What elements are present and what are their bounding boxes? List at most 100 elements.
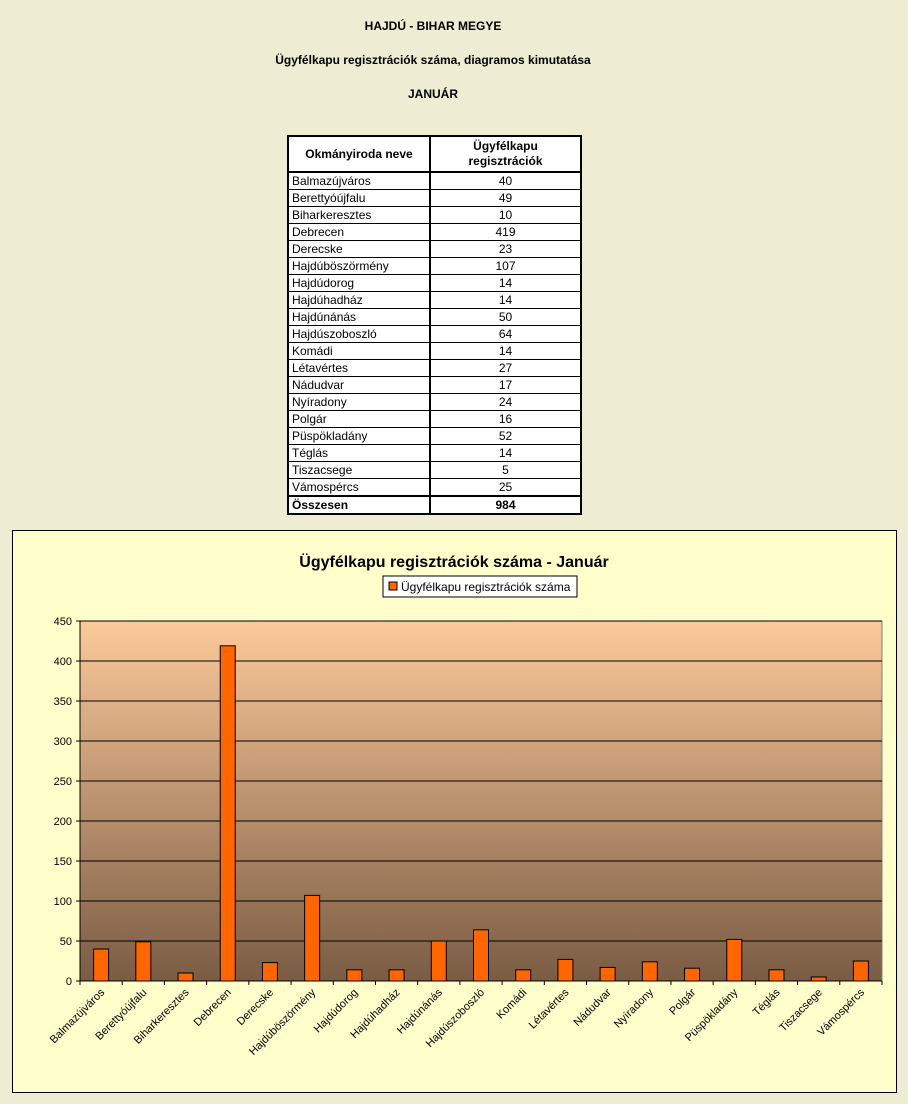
table-row: Püspökladány 52 xyxy=(287,427,582,445)
legend-box xyxy=(382,575,578,598)
office-name-cell: Hajdúhadház xyxy=(287,291,431,309)
registration-count-cell: 16 xyxy=(429,410,582,428)
column-header-line1: Ügyfélkapu xyxy=(473,139,538,153)
bar xyxy=(515,969,532,982)
total-value-cell: 984 xyxy=(429,495,582,515)
office-name-cell: Hajdúböszörmény xyxy=(287,257,431,275)
x-tick-label: Polgár xyxy=(667,986,698,1017)
y-tick-label: 450 xyxy=(54,616,72,628)
bar xyxy=(726,938,743,982)
table-header-row: Okmányiroda neve Ügyfélkapu regisztráció… xyxy=(287,135,582,173)
page-subtitle: Ügyfélkapu regisztrációk száma, diagramo… xyxy=(275,53,591,67)
office-name-cell: Nádudvar xyxy=(287,376,431,394)
registration-count-cell: 49 xyxy=(429,189,582,207)
chart-title: Ügyfélkapu regisztrációk száma - Január xyxy=(299,552,608,571)
table-total-row: Összesen 984 xyxy=(287,495,582,515)
office-name-cell: Hajdúszoboszló xyxy=(287,325,431,343)
table-row: Polgár 16 xyxy=(287,410,582,428)
office-name-cell: Tiszacsege xyxy=(287,461,431,479)
office-name-cell: Téglás xyxy=(287,444,431,462)
x-tick-label: Komádi xyxy=(494,987,529,1022)
month-label: JANUÁR xyxy=(407,87,458,101)
bar xyxy=(93,948,110,982)
x-tick-label: Nyíradony xyxy=(612,986,656,1030)
x-tick-label: Derecske xyxy=(235,987,276,1028)
y-tick-label: 200 xyxy=(54,816,72,828)
bar xyxy=(641,961,658,982)
office-name-cell: Polgár xyxy=(287,410,431,428)
bar xyxy=(346,969,363,982)
table-row: Komádi 14 xyxy=(287,342,582,360)
table-row: Berettyóújfalu 49 xyxy=(287,189,582,207)
bar xyxy=(388,969,405,982)
x-tick-label: Létavértes xyxy=(527,986,572,1031)
bar xyxy=(599,966,616,982)
x-tick-label: Téglás xyxy=(751,986,783,1018)
bar xyxy=(684,967,701,982)
y-tick-label: 400 xyxy=(54,656,72,668)
legend-label: Ügyfélkapu regisztrációk száma xyxy=(401,580,571,594)
bar xyxy=(135,941,152,982)
bar-chart: Ügyfélkapu regisztrációk száma - Január Ü… xyxy=(48,552,883,1058)
registration-count-cell: 10 xyxy=(429,206,582,224)
office-name-cell: Létavértes xyxy=(287,359,431,377)
registration-count-cell: 64 xyxy=(429,325,582,343)
registration-count-cell: 107 xyxy=(429,257,582,275)
bar xyxy=(261,962,278,982)
registration-count-cell: 14 xyxy=(429,342,582,360)
table-row: Hajdúszoboszló 64 xyxy=(287,325,582,343)
office-name-cell: Derecske xyxy=(287,240,431,258)
y-tick-label: 0 xyxy=(66,976,72,988)
table-row: Hajdúböszörmény 107 xyxy=(287,257,582,275)
office-name-cell: Püspökladány xyxy=(287,427,431,445)
registrations-table: Okmányiroda neve Ügyfélkapu regisztráció… xyxy=(287,135,582,515)
table-row: Hajdúdorog 14 xyxy=(287,274,582,292)
registration-count-cell: 40 xyxy=(429,171,582,190)
bar xyxy=(219,645,236,982)
y-tick-label: 100 xyxy=(54,896,72,908)
bar xyxy=(304,894,321,982)
table-row: Biharkeresztes 10 xyxy=(287,206,582,224)
bar xyxy=(810,976,827,982)
column-header-office: Okmányiroda neve xyxy=(287,135,431,173)
registration-count-cell: 14 xyxy=(429,291,582,309)
registration-count-cell: 24 xyxy=(429,393,582,411)
legend-swatch xyxy=(388,581,398,591)
office-name-cell: Berettyóújfalu xyxy=(287,189,431,207)
office-name-cell: Hajdúnánás xyxy=(287,308,431,326)
table-row: Hajdúnánás 50 xyxy=(287,308,582,326)
registration-count-cell: 52 xyxy=(429,427,582,445)
office-name-cell: Hajdúdorog xyxy=(287,274,431,292)
bar xyxy=(177,972,194,982)
table-row: Nádudvar 17 xyxy=(287,376,582,394)
registration-count-cell: 5 xyxy=(429,461,582,479)
table-row: Balmazújváros 40 xyxy=(287,171,582,190)
registration-count-cell: 23 xyxy=(429,240,582,258)
registration-count-cell: 50 xyxy=(429,308,582,326)
bar xyxy=(852,960,869,982)
y-tick-label: 250 xyxy=(54,776,72,788)
office-name-cell: Biharkeresztes xyxy=(287,206,431,224)
registration-count-cell: 419 xyxy=(429,223,582,241)
table-row: Létavértes 27 xyxy=(287,359,582,377)
y-tick-label: 350 xyxy=(54,696,72,708)
table-row: Hajdúhadház 14 xyxy=(287,291,582,309)
table-row: Debrecen 419 xyxy=(287,223,582,241)
column-header-line2: regisztrációk xyxy=(468,154,543,168)
table-row: Derecske 23 xyxy=(287,240,582,258)
registration-count-cell: 14 xyxy=(429,274,582,292)
table-row: Téglás 14 xyxy=(287,444,582,462)
bar xyxy=(430,940,447,982)
office-name-cell: Balmazújváros xyxy=(287,171,431,190)
chart-area: Ügyfélkapu regisztrációk száma - Január Ü… xyxy=(12,530,897,1093)
y-tick-label: 50 xyxy=(60,936,72,948)
bar xyxy=(557,958,574,982)
office-name-cell: Vámospércs xyxy=(287,478,431,497)
bar xyxy=(768,969,785,982)
total-label-cell: Összesen xyxy=(287,495,431,515)
x-tick-label: Nádudvar xyxy=(572,986,614,1028)
office-name-cell: Nyíradony xyxy=(287,393,431,411)
table-row: Nyíradony 24 xyxy=(287,393,582,411)
page-title: HAJDÚ - BIHAR MEGYE xyxy=(364,19,502,33)
registration-count-cell: 25 xyxy=(429,478,582,497)
